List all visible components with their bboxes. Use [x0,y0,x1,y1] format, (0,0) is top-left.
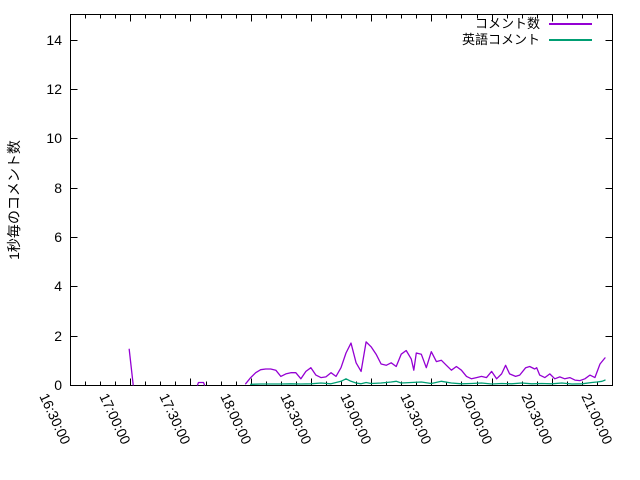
legend: コメント数 英語コメント [462,16,592,48]
y-tick-label: 8 [54,179,62,196]
legend-item: コメント数 [462,16,592,32]
y-tick-label: 12 [46,81,62,98]
series-line [244,341,606,385]
series-line [250,378,606,385]
legend-line-sample-comments [549,23,592,25]
y-tick-label: 4 [54,278,62,295]
legend-label-comments: コメント数 [474,16,540,31]
legend-label-english-comments: 英語コメント [461,32,540,47]
legend-line-sample-english-comments [549,39,592,41]
series-line [196,381,206,386]
y-tick-label: 6 [54,229,62,246]
series-line [128,348,134,386]
y-tick-label: 2 [54,327,62,344]
y-tick-label: 10 [46,130,62,147]
y-tick-label: 14 [46,31,62,48]
legend-item: 英語コメント [462,32,592,48]
y-tick-label: 0 [54,377,62,393]
